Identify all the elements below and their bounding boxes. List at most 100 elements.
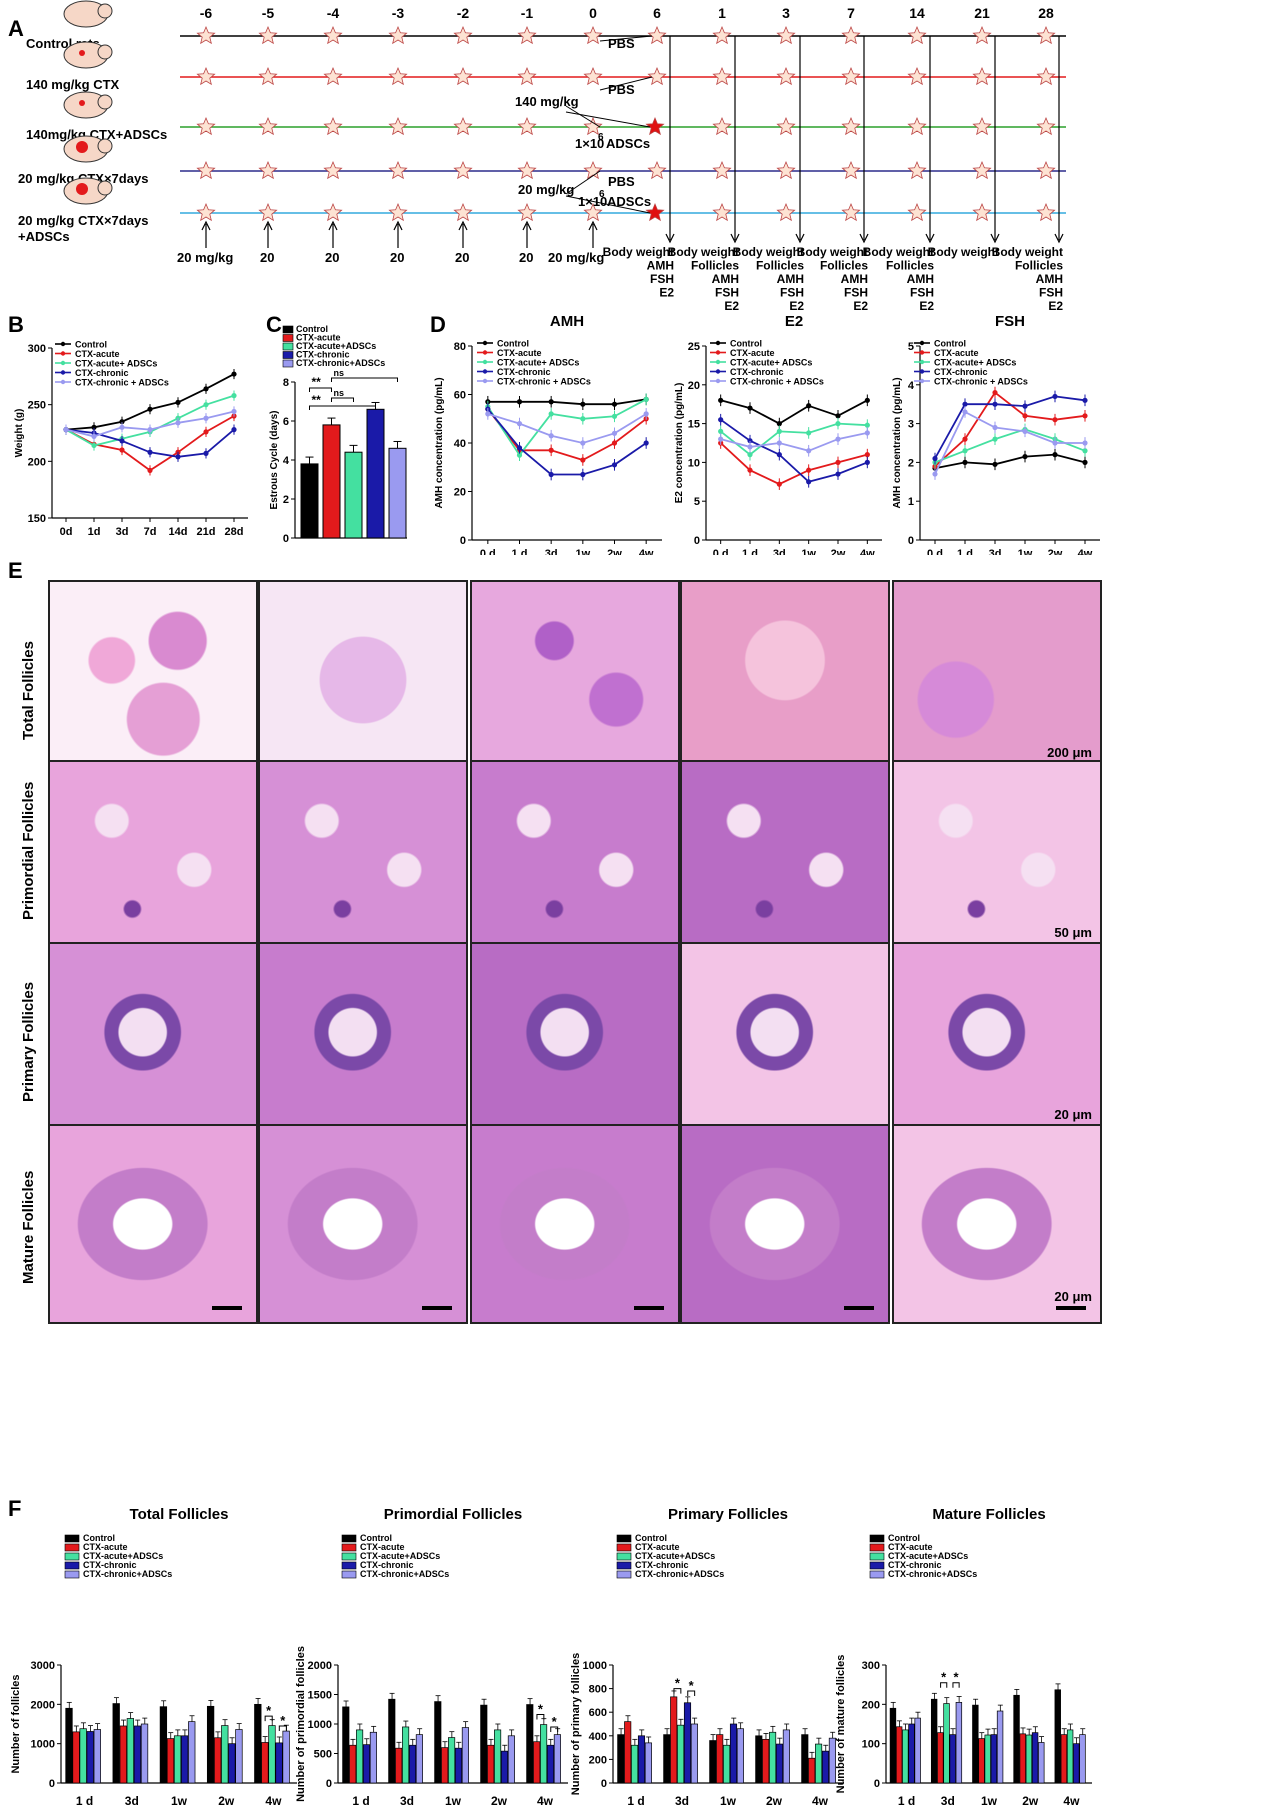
star-icon: [907, 66, 927, 86]
legend-swatch: [869, 1570, 885, 1579]
data-point: [231, 408, 237, 415]
x-tick-label: 4w: [860, 548, 875, 555]
legend-swatch: [616, 1552, 632, 1561]
injection-dot-icon: [79, 100, 85, 106]
bar: [188, 1721, 196, 1784]
legend-swatch: [869, 1552, 885, 1561]
star-icon: [841, 116, 861, 136]
significance-bracket: [687, 1690, 696, 1696]
histology-image: [258, 942, 468, 1142]
bar: [972, 1704, 979, 1784]
y-axis-label: AMH concentration (pg/mL): [892, 377, 903, 508]
bar: [254, 1703, 262, 1784]
x-tick-label: 7d: [144, 526, 157, 538]
legend-marker: [60, 341, 66, 347]
bar: [815, 1743, 823, 1784]
measurement-label: Follicles: [691, 259, 739, 273]
x-tick-label: 4w: [1078, 548, 1093, 555]
data-point: [806, 479, 812, 485]
legend-label: CTX-chronic: [888, 1560, 942, 1570]
bar: [949, 1734, 956, 1784]
measurement-label: AMH: [907, 272, 934, 286]
legend-label: CTX-acute+ADSCs: [635, 1551, 715, 1561]
legend-label: CTX-acute+ ADSCs: [497, 358, 579, 368]
data-point: [203, 429, 209, 435]
star-icon: [972, 66, 992, 86]
bar: [990, 1734, 998, 1784]
measurement-label: Body weight: [733, 245, 804, 259]
bar: [93, 1729, 101, 1784]
series-line: [934, 410, 1085, 475]
star-icon: [453, 25, 473, 45]
y-tick-label: 200: [28, 456, 46, 468]
y-tick-label: 0: [601, 1778, 607, 1790]
legend-swatch: [341, 1552, 357, 1561]
data-point: [718, 436, 724, 442]
injection-dot-icon: [79, 50, 85, 56]
x-tick-label: 1 d: [76, 1794, 93, 1805]
legend-swatch: [64, 1570, 80, 1579]
x-tick-label: 1d: [88, 526, 101, 538]
arrow-down-icon: [665, 233, 675, 244]
star-icon: [517, 116, 537, 136]
x-tick-label: 4w: [537, 1794, 554, 1805]
y-tick-label: 2: [283, 494, 289, 506]
measurement-label: Body weight: [603, 245, 674, 259]
star-icon: [712, 25, 732, 45]
data-point: [1052, 452, 1058, 458]
arrow-up-icon: [522, 220, 532, 231]
y-tick-label: 1000: [31, 1739, 55, 1751]
data-point: [864, 430, 870, 436]
y-axis-label: AMH concentration (pg/mL): [434, 377, 445, 508]
star-icon: [1036, 25, 1056, 45]
series-line: [487, 408, 647, 461]
measurement-label: E2: [724, 299, 739, 310]
bar: [112, 1703, 120, 1784]
legend-swatch: [616, 1561, 632, 1570]
legend-marker: [919, 378, 925, 384]
y-tick-label: 2000: [308, 1660, 332, 1672]
data-point: [1082, 459, 1088, 465]
arrow-up-icon: [458, 220, 468, 231]
data-point: [516, 452, 523, 458]
significance-bracket: [278, 1725, 287, 1731]
y-tick-label: 0: [283, 533, 289, 545]
data-point: [992, 401, 998, 407]
x-tick-label: 1w: [720, 1794, 737, 1805]
data-point: [548, 399, 554, 405]
data-point: [611, 413, 618, 419]
star-icon: [1036, 160, 1056, 180]
legend-label: CTX-chronic+ADSCs: [83, 1569, 172, 1579]
x-tick-label: 0 d: [480, 548, 496, 555]
bar: [206, 1705, 215, 1784]
bar: [755, 1735, 763, 1784]
legend-marker: [715, 359, 721, 365]
legend-marker: [60, 379, 66, 385]
significance-label: *: [266, 1703, 272, 1718]
bar: [716, 1734, 724, 1784]
y-axis-label: Number of follicles: [10, 1674, 22, 1773]
bar: [369, 1731, 377, 1784]
star-icon: [1036, 116, 1056, 136]
star-icon: [583, 116, 603, 136]
data-point: [864, 422, 870, 428]
data-point: [806, 403, 812, 409]
bar: [173, 1735, 182, 1784]
bar: [349, 1744, 357, 1784]
significance-bracket: [309, 405, 376, 410]
bar: [955, 1702, 963, 1784]
star-icon: [712, 116, 732, 136]
bar: [487, 1744, 495, 1784]
measurement-label: Follicles: [886, 259, 934, 273]
y-tick-label: 1000: [583, 1660, 607, 1672]
legend-marker: [715, 369, 721, 374]
data-point: [203, 402, 209, 408]
data-point: [485, 411, 491, 417]
injection-dot-icon: [76, 183, 88, 195]
data-point: [992, 461, 998, 467]
star-icon: [972, 202, 992, 222]
data-point: [718, 417, 724, 423]
star-icon: [583, 66, 603, 86]
group-label: 140mg/kg CTX+ADSCs: [26, 127, 167, 142]
legend-marker: [60, 351, 66, 356]
